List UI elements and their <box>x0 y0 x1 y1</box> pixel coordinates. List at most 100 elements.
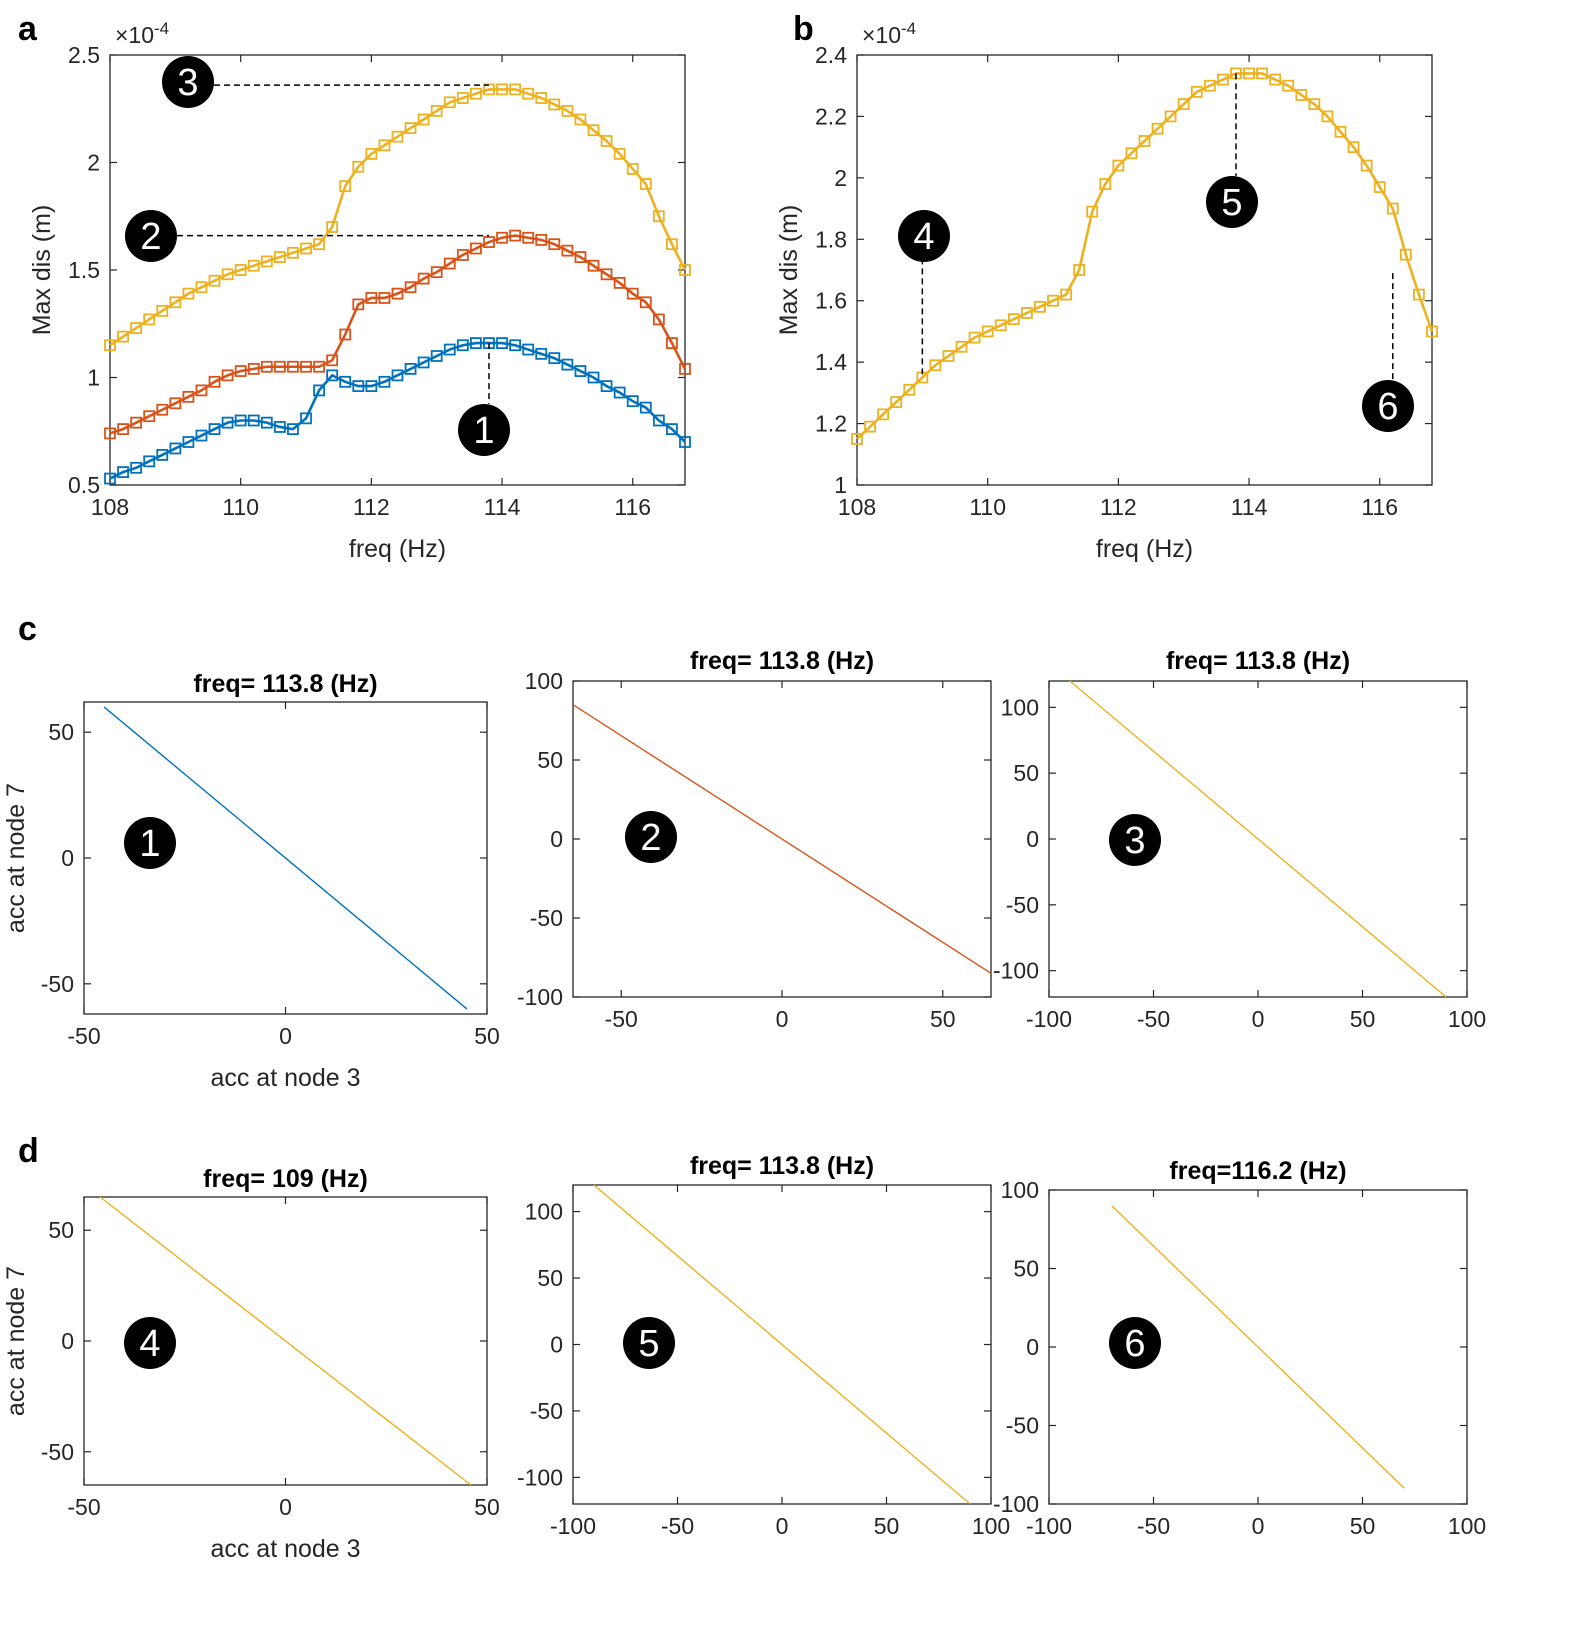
chart-b-badge-5-label: 5 <box>1221 182 1242 224</box>
chart-a-series-3-point-25 <box>430 105 443 117</box>
chart-b-series-yellow-point-21 <box>1125 147 1138 160</box>
chart-d2-badge-5: 5 <box>623 1317 675 1369</box>
chart-a-series-3-point-43 <box>666 238 678 251</box>
chart-a-series-1-point-0 <box>104 472 116 485</box>
chart-b: 108 110 112 114 116 1 1.2 1.4 1.6 1.8 2 2.2 2.4 freq … <box>775 19 1438 563</box>
chart-a-series-1-point-21 <box>378 375 391 388</box>
chart-d2-xtick-label-4: 100 <box>972 1513 1010 1539</box>
chart-c3-xtick-label-2: 0 <box>1252 1006 1265 1032</box>
chart-a-series-1-point-32 <box>522 343 535 356</box>
chart-d3-badge-6-circle <box>1109 1317 1161 1369</box>
chart-a-series-2-point-16 <box>313 360 325 373</box>
chart-b-badge-4-label: 4 <box>913 216 934 258</box>
chart-b-series-yellow-point-8 <box>955 340 968 353</box>
chart-d3-xtick-label-2: 0 <box>1252 1513 1265 1539</box>
chart-a-series-2-point-3 <box>143 410 156 423</box>
chart-b-xlabel: freq (Hz) <box>1096 535 1193 563</box>
chart-c3-ytick-label-2: 0 <box>1026 826 1039 852</box>
chart-a-series-2-point-2 <box>130 416 143 429</box>
chart-a-xtick-label-4: 116 <box>614 494 651 520</box>
chart-c1: -50 0 50 -50 0 50 freq= 113.8 (Hz) acc at node … <box>2 670 500 1092</box>
chart-a-series-2-point-17 <box>326 354 339 367</box>
chart-a-series-1-point-25 <box>430 350 443 362</box>
chart-a-series-2-point-14 <box>287 360 299 373</box>
chart-a-series-3-point-7 <box>195 281 208 294</box>
chart-a-badge-3-label: 3 <box>177 62 198 104</box>
chart-a-series-1-point-16 <box>313 384 325 397</box>
chart-d2-trajectory-line <box>593 1184 971 1505</box>
chart-d1-badge-4-circle <box>124 1317 176 1369</box>
chart-c3-ytick-label-1: -50 <box>1006 892 1039 918</box>
chart-d3-title: freq=116.2 (Hz) <box>1169 1157 1346 1185</box>
chart-a-series-1-point-23 <box>404 362 417 375</box>
chart-a-xlabel: freq (Hz) <box>349 535 446 563</box>
chart-b-ylabel: Max dis (m) <box>775 205 803 336</box>
chart-c3-xtick-label-1: -50 <box>1137 1006 1170 1032</box>
chart-d3-badge-6: 6 <box>1109 1317 1161 1369</box>
chart-d1-badge-4: 4 <box>124 1317 176 1369</box>
chart-d1-xlabel: acc at node 3 <box>210 1535 360 1563</box>
chart-c3-ytick-label-3: 50 <box>1013 760 1039 786</box>
chart-d2-ytick-label-3: 50 <box>537 1265 563 1291</box>
chart-b-series-yellow-point-26 <box>1190 85 1203 98</box>
chart-d1-ytick-label-1: 0 <box>61 1328 74 1354</box>
chart-a-ytick-label-1: 1 <box>87 365 100 391</box>
chart-c3-trajectory-line <box>1069 680 1447 998</box>
chart-d3-trajectory-line <box>1111 1205 1405 1489</box>
chart-a-series-3-point-3 <box>143 313 156 326</box>
chart-a-series-3-point-0 <box>104 339 116 352</box>
chart-c3: -100 -50 0 50 100 -100 -50 0 50 100 freq= 113.8 (H… <box>993 647 1486 1032</box>
chart-d3-xtick-label-3: 50 <box>1350 1513 1376 1539</box>
chart-b-series-yellow-point-13 <box>1020 307 1033 319</box>
chart-c2-xtick-label-0: -50 <box>605 1006 638 1032</box>
chart-b-series-yellow-point-20 <box>1112 159 1125 172</box>
chart-a-series-1-point-42 <box>652 414 665 427</box>
chart-a-series-3-point-19 <box>352 160 365 173</box>
chart-c2-trajectory-line <box>572 704 992 974</box>
chart-d2-xtick-label-3: 50 <box>874 1513 900 1539</box>
chart-a-series-2-point-40 <box>626 287 639 300</box>
chart-b-badge-4: 4 <box>898 210 950 262</box>
chart-b-series-yellow-point-27 <box>1203 79 1216 92</box>
chart-a-series-3-point-31 <box>509 83 522 96</box>
chart-b-xtick-label-1: 110 <box>969 494 1006 520</box>
chart-a: 108 110 112 114 116 0.5 1 1.5 2 2.5 freq (Hz) Max d… <box>28 19 691 563</box>
panel-letter-c: c <box>18 610 37 648</box>
chart-d3-xtick-label-4: 100 <box>1448 1513 1486 1539</box>
chart-a-series-2-point-39 <box>613 276 626 289</box>
chart-b-badge-6-circle <box>1362 380 1414 432</box>
chart-c2-title: freq= 113.8 (Hz) <box>690 647 874 675</box>
chart-a-series-2-point-38 <box>600 268 613 281</box>
panel-letter-a: a <box>18 10 38 48</box>
chart-a-badge-1: 1 <box>458 404 510 456</box>
panel-letter-b: b <box>793 10 814 48</box>
chart-d2-xtick-label-2: 0 <box>776 1513 789 1539</box>
chart-a-series-3-point-5 <box>169 296 182 309</box>
chart-a-series-3-point-39 <box>613 147 626 160</box>
chart-a-series-3-point-40 <box>626 163 639 175</box>
chart-c2-badge-2-circle <box>625 811 677 863</box>
chart-d2-ytick-label-1: -50 <box>530 1398 563 1424</box>
chart-a-series-3-point-11 <box>247 259 260 272</box>
chart-c1-title: freq= 113.8 (Hz) <box>193 670 377 698</box>
chart-a-badge-2-label: 2 <box>140 216 161 258</box>
chart-b-series-yellow-point-16 <box>1060 288 1072 301</box>
chart-d1: -50 0 50 -50 0 50 freq= 109 (Hz) acc at node 3 a… <box>2 1165 500 1563</box>
chart-a-series-2-point-23 <box>404 281 417 294</box>
chart-a-series-3-point-30 <box>496 83 508 96</box>
chart-a-series-3-point-6 <box>182 287 195 300</box>
chart-c2-ytick-label-2: 0 <box>550 826 563 852</box>
chart-c1-ytick-label-2: 50 <box>48 719 74 745</box>
chart-a-series-2-point-27 <box>456 249 469 261</box>
chart-a-series-2-point-42 <box>652 313 665 326</box>
chart-a-series-2-point-7 <box>195 384 208 397</box>
chart-a-series-2-point-29 <box>483 236 495 248</box>
chart-a-series-2-point-0 <box>104 427 116 440</box>
chart-a-xtick-label-3: 114 <box>484 494 521 520</box>
chart-a-series-1-point-15 <box>300 412 312 425</box>
chart-d3-badge-6-label: 6 <box>1124 1323 1145 1365</box>
chart-c3-badge-3-label: 3 <box>1124 820 1145 862</box>
chart-d1-badge-4-label: 4 <box>139 1323 160 1365</box>
chart-d3-ytick-label-0: -100 <box>993 1491 1039 1517</box>
chart-b-series-yellow-point-44 <box>1426 325 1438 338</box>
